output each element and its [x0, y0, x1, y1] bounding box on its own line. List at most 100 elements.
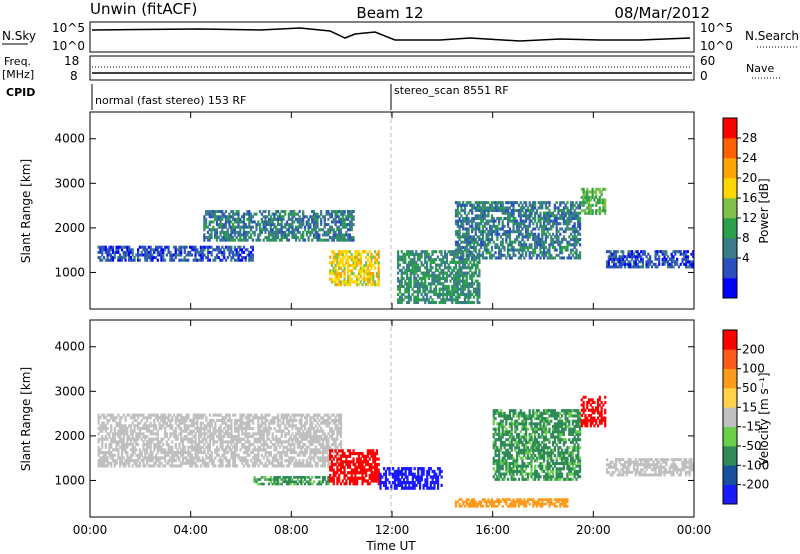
power-echo-cell	[580, 203, 583, 207]
power-echo-cell	[330, 220, 334, 224]
velocity-echo-cell	[178, 426, 181, 431]
velocity-echo-cell	[158, 445, 161, 449]
power-echo-cell	[420, 292, 423, 297]
velocity-echo-cell	[321, 421, 325, 425]
velocity-echo-cell	[113, 461, 116, 465]
velocity-echo-cell	[106, 413, 109, 417]
velocity-echo-cell	[338, 418, 341, 423]
velocity-echo-cell	[321, 432, 325, 436]
power-echo-cell	[221, 228, 224, 232]
velocity-echo-cell	[327, 464, 330, 468]
power-echo-cell	[445, 279, 448, 283]
power-echo-cell	[323, 215, 326, 219]
velocity-echo-cell	[259, 426, 262, 431]
power-echo-cell	[508, 219, 512, 223]
velocity-echo-cell	[294, 451, 298, 455]
power-echo-cell	[528, 243, 531, 247]
power-echo-cell	[562, 216, 565, 220]
velocity-echo-cell	[282, 478, 285, 481]
power-echo-cell	[537, 238, 540, 242]
power-echo-cell	[587, 195, 591, 199]
power-echo-cell	[467, 240, 470, 244]
power-echo-cell	[501, 243, 504, 247]
velocity-echo-cell	[264, 424, 267, 428]
velocity-echo-cell	[199, 429, 203, 433]
power-echo-cell	[544, 203, 547, 207]
velocity-echo-cell	[298, 461, 301, 465]
power-echo-cell	[334, 263, 337, 268]
velocity-echo-cell	[262, 445, 265, 449]
power-echo-cell	[555, 232, 558, 236]
power-echo-cell	[462, 232, 465, 236]
velocity-echo-cell	[165, 453, 168, 457]
power-echo-cell	[471, 216, 474, 220]
power-echo-cell	[686, 265, 690, 269]
power-echo-cell	[465, 300, 468, 305]
power-echo-cell	[498, 201, 501, 205]
power-echo-cell	[303, 215, 307, 219]
power-echo-cell	[402, 298, 405, 302]
power-echo-cell	[249, 215, 253, 219]
velocity-echo-cell	[275, 416, 278, 420]
power-echo-cell	[314, 225, 317, 229]
power-echo-cell	[462, 284, 465, 289]
power-echo-cell	[525, 227, 528, 231]
velocity-echo-cell	[198, 432, 201, 436]
velocity-echo-cell	[172, 464, 176, 468]
power-echo-cell	[462, 266, 465, 270]
power-echo-cell	[402, 284, 405, 289]
velocity-echo-cell	[147, 424, 151, 428]
velocity-echo-cell	[232, 434, 235, 439]
power-echo-cell	[347, 238, 350, 242]
power-echo-cell	[447, 274, 450, 278]
power-echo-cell	[640, 255, 643, 259]
velocity-echo-cell	[303, 432, 307, 436]
power-echo-cell	[101, 250, 104, 254]
power-echo-cell	[591, 195, 594, 199]
velocity-echo-cell	[309, 418, 312, 423]
power-echo-cell	[223, 236, 226, 240]
power-echo-cell	[458, 251, 461, 255]
power-echo-cell	[137, 258, 140, 262]
power-echo-cell	[438, 266, 441, 270]
power-echo-cell	[508, 227, 512, 231]
velocity-echo-cell	[176, 464, 179, 468]
power-echo-cell	[517, 256, 521, 260]
velocity-echo-cell	[142, 424, 145, 428]
velocity-echo-cell	[255, 416, 258, 420]
power-echo-cell	[490, 206, 494, 210]
power-echo-cell	[212, 225, 215, 229]
velocity-echo-cell	[111, 453, 115, 457]
power-echo-cell	[514, 216, 517, 220]
power-echo-cell	[575, 227, 578, 231]
power-echo-cell	[416, 258, 420, 262]
power-echo-cell	[523, 240, 526, 244]
power-echo-cell	[634, 260, 637, 264]
velocity-echo-cell	[194, 464, 197, 468]
power-echo-cell	[598, 187, 601, 191]
power-echo-cell	[447, 292, 450, 297]
power-echo-cell	[219, 250, 222, 254]
power-echo-cell	[110, 253, 113, 257]
power-echo-cell	[463, 248, 467, 252]
power-echo-cell	[248, 256, 251, 260]
power-echo-cell	[589, 211, 592, 215]
velocity-echo-cell	[260, 475, 263, 479]
velocity-echo-cell	[129, 459, 133, 463]
power-echo-cell	[508, 206, 512, 210]
velocity-echo-cell	[287, 413, 291, 417]
velocity-echo-cell	[212, 440, 215, 444]
power-echo-cell	[366, 266, 370, 270]
power-echo-cell	[407, 250, 411, 254]
power-echo-cell	[508, 240, 512, 244]
power-echo-cell	[688, 262, 691, 266]
velocity-echo-cell	[257, 464, 260, 468]
velocity-echo-cell	[165, 461, 168, 465]
power-echo-cell	[571, 243, 574, 247]
velocity-echo-cell	[248, 434, 251, 439]
power-echo-cell	[499, 206, 503, 210]
power-echo-cell	[230, 210, 233, 214]
velocity-echo-cell	[336, 432, 339, 436]
power-echo-cell	[492, 206, 495, 210]
velocity-echo-cell	[146, 451, 149, 455]
